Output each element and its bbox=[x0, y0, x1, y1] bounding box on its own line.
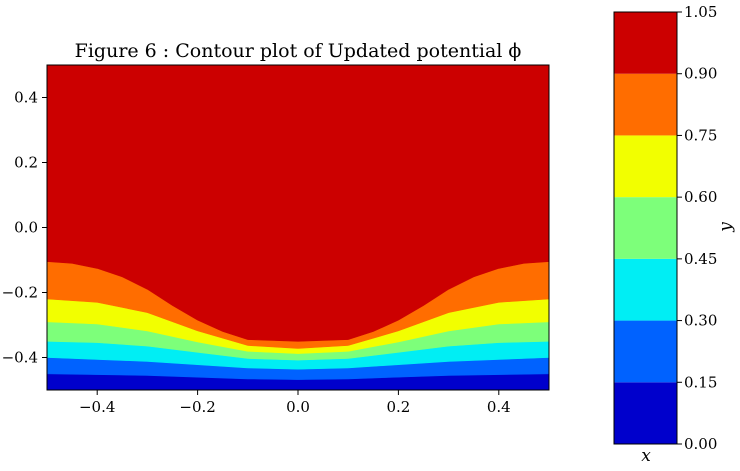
x-tick-label: 0.0 bbox=[286, 398, 310, 416]
x-tick-label: −0.4 bbox=[79, 398, 115, 416]
colorbar bbox=[613, 11, 678, 445]
y-tick-label: 0.0 bbox=[14, 219, 38, 237]
colorbar-segment-6 bbox=[614, 12, 677, 74]
x-tick-label: 0.2 bbox=[386, 398, 410, 416]
colorbar-segment-0 bbox=[614, 382, 677, 444]
colorbar-tick-label: 1.05 bbox=[684, 3, 717, 21]
colorbar-segment-2 bbox=[614, 258, 677, 321]
colorbar-tick-label: 0.45 bbox=[684, 250, 717, 268]
colorbar-axis: 0.00 0.15 0.30 0.45 0.60 0.75 0.90 1.05 bbox=[677, 3, 717, 453]
colorbar-tick-label: 0.90 bbox=[684, 65, 717, 83]
colorbar-tick-label: 0.60 bbox=[684, 188, 717, 206]
colorbar-segment-5 bbox=[614, 73, 677, 136]
contour-fills bbox=[46, 64, 550, 391]
colorbar-frame bbox=[613, 11, 678, 445]
colorbar-segment-1 bbox=[614, 320, 677, 383]
y-tick-label: 0.4 bbox=[14, 89, 38, 107]
y-tick-label: −0.4 bbox=[2, 349, 38, 367]
colorbar-segment-3 bbox=[614, 197, 677, 259]
colorbar-tick-label: 0.00 bbox=[684, 435, 717, 453]
x-axis: −0.4 −0.2 0.0 0.2 0.4 bbox=[79, 390, 511, 416]
colorbar-tick-label: 0.30 bbox=[684, 312, 717, 330]
y-axis-label: y bbox=[716, 222, 736, 233]
contour-band-6 bbox=[46, 64, 550, 342]
colorbar-tick-label: 0.15 bbox=[684, 373, 717, 391]
colorbar-segment-4 bbox=[614, 135, 677, 198]
y-tick-label: 0.2 bbox=[14, 154, 38, 172]
x-tick-label: 0.4 bbox=[487, 398, 511, 416]
y-axis: −0.4 −0.2 0.0 0.2 0.4 bbox=[2, 89, 47, 367]
colorbar-tick-label: 0.75 bbox=[684, 126, 717, 144]
x-axis-label: x bbox=[641, 446, 651, 466]
chart-title: Figure 6 : Contour plot of Updated poten… bbox=[75, 40, 522, 62]
x-tick-label: −0.2 bbox=[179, 398, 215, 416]
y-tick-label: −0.2 bbox=[2, 284, 38, 302]
